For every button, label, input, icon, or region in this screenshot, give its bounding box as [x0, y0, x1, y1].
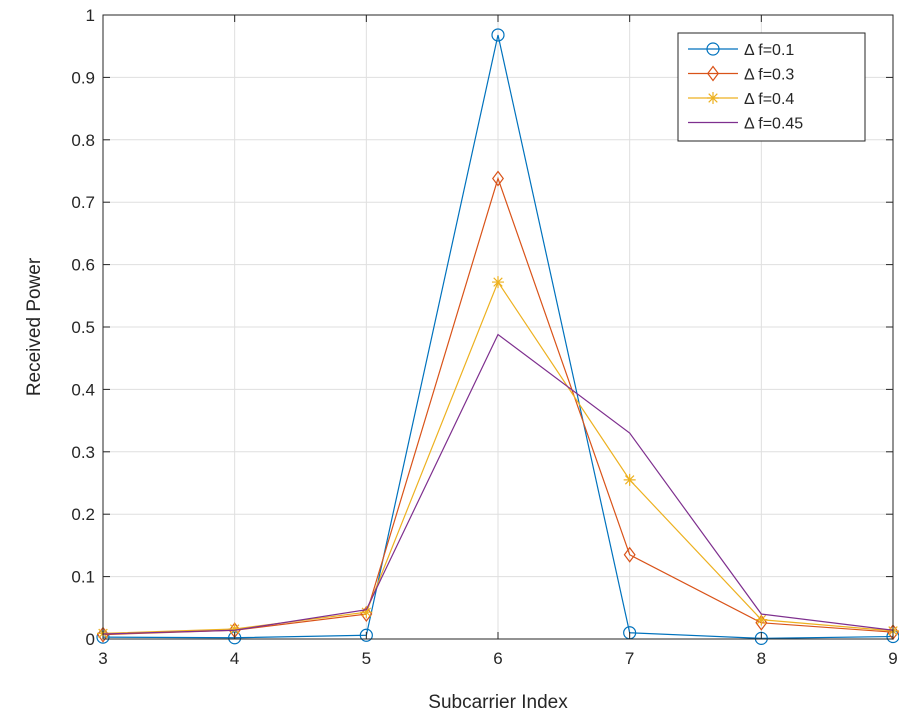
- data-point-asterisk: [228, 623, 241, 636]
- x-tick-label: 3: [98, 649, 107, 668]
- x-tick-label: 6: [493, 649, 502, 668]
- legend-label: Δ f=0.45: [744, 116, 803, 133]
- legend-label: Δ f=0.4: [744, 91, 794, 108]
- legend: Δ f=0.1 Δ f=0.3 Δ f=0.4 Δ f=0.45: [677, 32, 866, 142]
- data-point-circle: [359, 628, 373, 642]
- y-tick-label: 0.1: [71, 568, 95, 587]
- x-tick-label: 7: [625, 649, 634, 668]
- y-tick-label: 1: [86, 6, 95, 25]
- data-point-asterisk: [755, 613, 768, 626]
- data-point-diamond: [97, 626, 109, 643]
- x-tick-label: 5: [362, 649, 371, 668]
- series-line: [102, 333, 894, 635]
- y-tick-label: 0.4: [71, 380, 95, 399]
- legend-item: Δ f=0.3: [688, 65, 794, 84]
- x-axis-label: Subcarrier Index: [428, 692, 568, 713]
- data-point-asterisk: [623, 473, 636, 486]
- legend-item: Δ f=0.4: [688, 91, 794, 108]
- data-point-diamond: [492, 170, 504, 187]
- y-tick-label: 0.6: [71, 256, 95, 275]
- series-4: [102, 333, 894, 635]
- y-tick-label: 0.5: [71, 318, 95, 337]
- data-point-circle: [491, 28, 505, 42]
- y-tick-label: 0.3: [71, 443, 95, 462]
- data-point-circle: [706, 42, 720, 56]
- y-tick-label: 0.2: [71, 505, 95, 524]
- axis-ticks: 3 4 5 6 7 8 9 0 0.1 0.2 0.3 0.4 0.5 0.6 0.7 0.8 0.9 1: [71, 6, 897, 668]
- y-tick-label: 0.7: [71, 193, 95, 212]
- legend-label: Δ f=0.1: [744, 42, 794, 59]
- data-point-asterisk: [492, 276, 504, 289]
- x-tick-label: 8: [757, 649, 766, 668]
- data-point-diamond: [623, 546, 636, 563]
- legend-label: Δ f=0.3: [744, 67, 794, 84]
- y-tick-label: 0.9: [71, 68, 95, 87]
- y-tick-label: 0: [86, 630, 95, 649]
- data-point-asterisk: [360, 606, 373, 619]
- x-tick-label: 4: [230, 649, 239, 668]
- legend-item: Δ f=0.1: [688, 42, 794, 59]
- data-point-asterisk: [707, 92, 719, 104]
- y-tick-label: 0.8: [71, 131, 95, 150]
- data-point-diamond: [707, 65, 719, 82]
- y-axis-label: Received Power: [24, 257, 45, 396]
- x-tick-label: 9: [888, 649, 897, 668]
- legend-item: Δ f=0.45: [688, 116, 803, 133]
